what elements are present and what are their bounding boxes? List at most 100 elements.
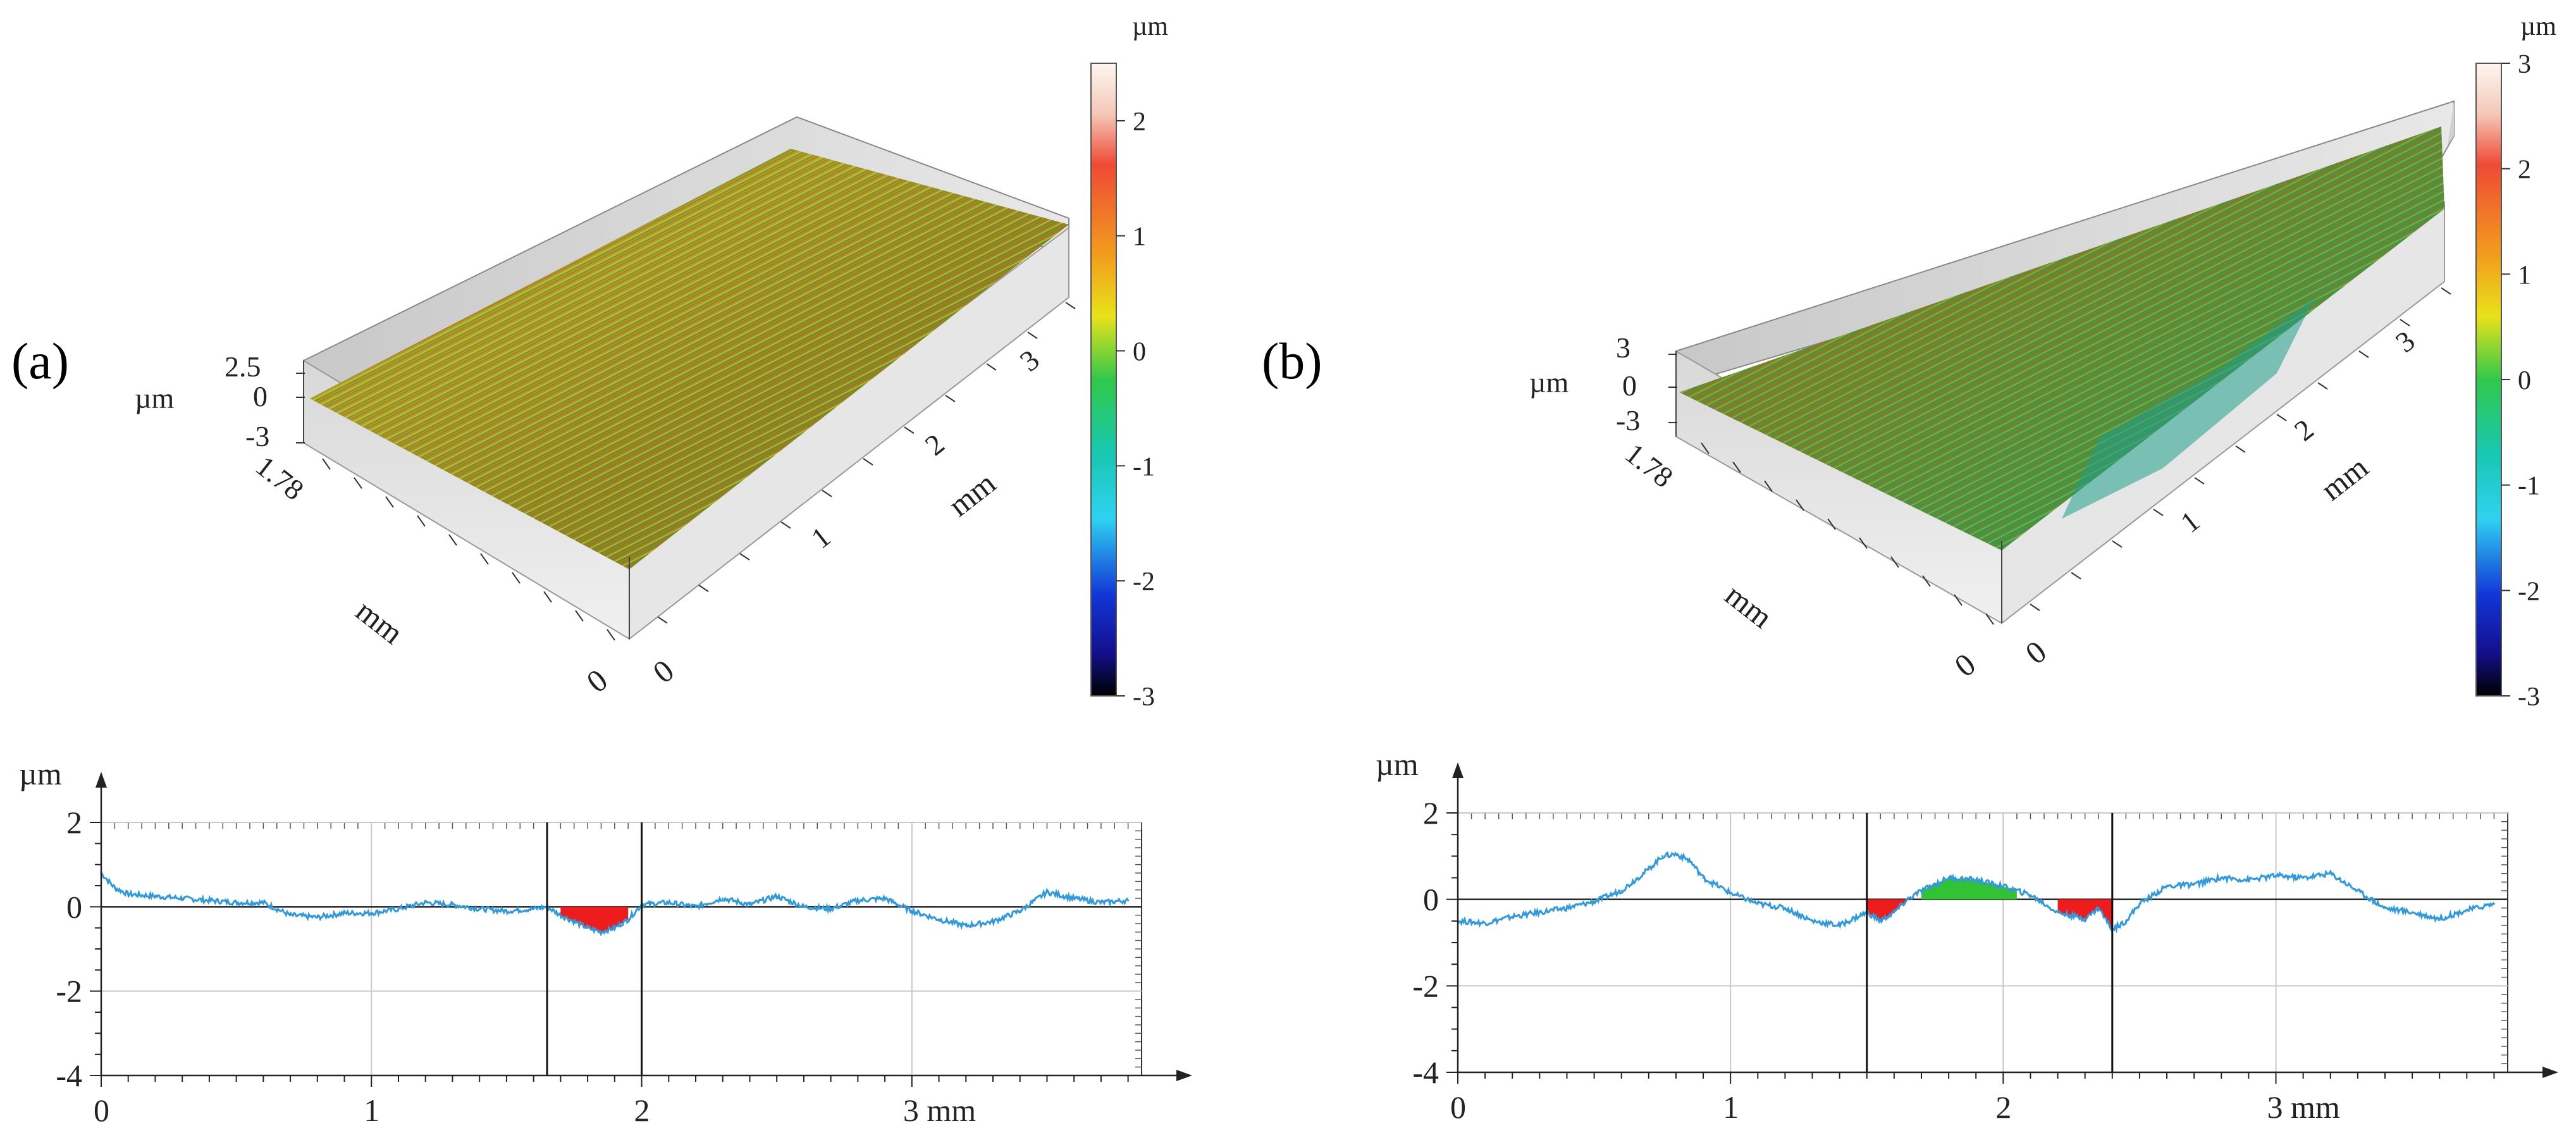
x-tick-label: 0 [1450,1089,1466,1125]
profile-point [2493,903,2495,905]
x-tick-label: 3 mm [2267,1089,2340,1125]
profile-chart-a: 0 1 2 3 mm 2 0 -2 -4 µm [19,756,1192,1128]
x-axis-arrow [1176,1070,1192,1081]
x-unit-a: mm [942,465,1002,523]
origin-a-0: 0 [580,662,614,700]
profile-point [856,899,859,901]
profile-point [1702,877,1704,879]
x-tick-b-2: 3 [2389,325,2421,359]
profile-point [1045,891,1048,893]
x-tick-label: 1 [1723,1089,1739,1125]
profile-point [1947,877,1950,879]
colorbar-tick-label: -3 [1133,683,1155,712]
profile-point [1729,891,1732,894]
profile-point [1811,920,1814,922]
profile-point [478,908,481,910]
x-tick-a-2: 3 [1014,344,1045,378]
profile-point [627,918,629,920]
profile-point [113,886,116,889]
profile-point [667,901,670,904]
y-tick-label: 0 [66,889,82,924]
profile-point [2302,877,2305,879]
profile-point [2002,885,2004,888]
profile-point [884,897,886,900]
profile-point [2275,874,2277,877]
profile-point [992,920,994,923]
profile-point [1538,911,1541,914]
profile-point [1975,879,1977,881]
profile-point [1019,910,1021,912]
origin-a-1: 0 [646,652,681,690]
x-axis-ticks-a [657,302,1076,624]
shaded-region [1921,877,2017,900]
colorbar-tick-label: 1 [1133,223,1146,252]
profile-point [1879,920,1882,922]
y-tick-label: -4 [56,1058,82,1093]
z-tick-b-0: 3 [1616,331,1630,364]
profile-point [2220,877,2222,879]
profile-point [1127,899,1130,901]
colorbar-tick-label: -3 [2518,683,2540,712]
shaded-region [560,907,629,932]
profile-point [208,899,211,901]
profile-point [289,914,292,917]
profile-point [1100,901,1102,904]
y-extent-a: 1.78 [250,450,310,507]
shaded-region [1866,899,1908,921]
profile-point [533,908,535,910]
profile-point [2384,907,2386,909]
profile-point [559,914,562,917]
y-axis-arrow [96,772,107,788]
y-axis-ticks-a [322,458,615,641]
profile-point [1593,900,1596,903]
profile-line [101,872,1129,937]
y-tick-label: -2 [56,974,82,1009]
profile-point [2084,917,2086,920]
profile-point [1565,907,1568,909]
profile-point [2097,907,2100,909]
y-unit-b: mm [1718,577,1779,635]
z-unit-b: µm [1529,366,1569,399]
z-tick-a-0: 2.5 [225,350,261,383]
colorbar-tick-label: 0 [1133,338,1146,367]
profile-point [1756,903,1759,905]
profile-point [1688,859,1691,862]
y-tick-label: -2 [1412,968,1439,1003]
plot-frame [1457,812,2508,1073]
colorbar-tick-label: 3 [2518,50,2531,79]
profile-point [424,901,427,904]
x-tick-label: 1 [364,1093,379,1128]
colorbar-tick-label: 0 [2518,366,2531,395]
profile-point [803,905,805,908]
colorbar-tick-label: -2 [2518,577,2540,606]
profile-point [2193,883,2195,886]
profile-point [397,908,400,910]
profile-point [1648,868,1650,870]
panel-label-b: (b) [1262,332,1322,390]
surface-plot-b: 3 0 -3 µm 1.78 mm 0 0 1 [1529,100,2455,684]
profile-point [451,903,453,906]
y-axis-arrow [1452,762,1464,778]
z-tick-b-2: -3 [1616,404,1640,437]
profile-point [1511,915,1513,918]
panel-label-a: (a) [11,332,69,390]
profile-point [1675,853,1677,855]
x-tick-a-0: 1 [805,521,837,555]
x-tick-label: 0 [94,1093,109,1128]
colorbar-tick-label: -1 [2518,472,2540,501]
y-axis-ticks-b [1701,442,1994,625]
y-axis-unit-label: µm [19,756,62,791]
profile-point [964,924,967,927]
x-tick-label: 2 [634,1093,650,1128]
profile-point [694,905,697,908]
z-tick-a-1: 0 [253,380,268,412]
profile-point [154,895,156,898]
profile-point [1893,911,1895,914]
panel-b: (b) 3 0 -3 µm 1.78 [1262,12,2558,1125]
profile-point [505,910,508,912]
colorbar-tick-label: 1 [2518,261,2531,290]
profile-point [1906,898,1909,901]
surface-texture-a [310,149,1069,569]
profile-point [2411,911,2413,914]
colorbar-tick-label: 2 [1133,108,1146,137]
